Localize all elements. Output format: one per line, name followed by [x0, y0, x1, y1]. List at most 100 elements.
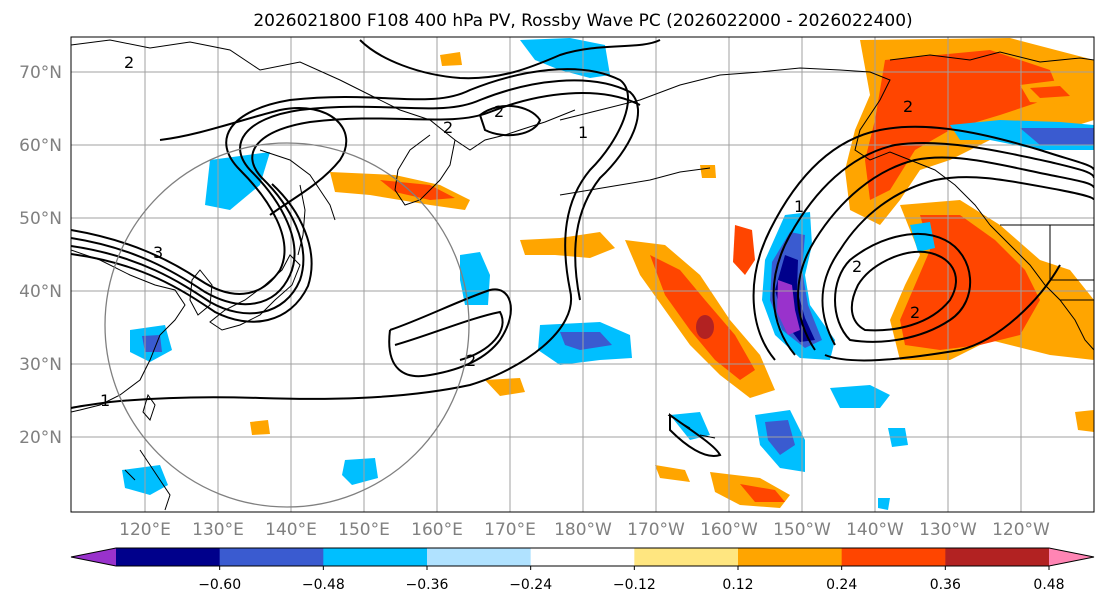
shade-strong-okhotsk: [380, 180, 455, 200]
colorbar-tick-label: 0.36: [930, 577, 961, 593]
lon-label: 140°E: [265, 520, 317, 540]
shade-negative-sub-b: [342, 458, 378, 485]
coast-taiwan: [142, 393, 156, 421]
coast-alaska: [559, 67, 991, 226]
coast-aleutians: [559, 167, 711, 196]
contour-label: 2: [494, 102, 504, 121]
shade-positive-subtropic-b: [655, 465, 690, 482]
lon-label: 120°E: [119, 520, 171, 540]
lon-label: 130°W: [919, 520, 977, 540]
lon-label: 160°E: [411, 520, 463, 540]
coast-okhotsk-west: [259, 149, 336, 221]
coast-asia-north: [71, 39, 576, 151]
contour-trough-2: [772, 141, 1094, 356]
lat-label: 70°N: [19, 63, 62, 83]
shade-negative-small-f: [878, 498, 890, 510]
colorbar-tick-label: −0.12: [613, 577, 656, 593]
colorbar-extend-low: [71, 548, 116, 566]
contour-label: 2: [852, 257, 862, 276]
colorbar-outline: [70, 547, 1095, 567]
lat-label: 60°N: [19, 136, 62, 156]
lon-label: 160°W: [700, 520, 758, 540]
colorbar-segment: [841, 548, 946, 566]
contour-line-1a: [71, 68, 630, 409]
colorbar-tick-label: −0.48: [302, 577, 345, 593]
shade-negative-sub-e: [670, 412, 710, 440]
lat-label: 20°N: [19, 428, 62, 448]
colorbar-tick-label: 0.24: [826, 577, 857, 593]
shade-positive-small-b: [440, 52, 462, 66]
contour-line-2c: [159, 107, 348, 216]
contour-line-2b: [71, 183, 313, 323]
colorbar-tick-label: −0.36: [406, 577, 449, 593]
longitude-axis: 120°E 130°E 140°E 150°E 160°E 170°E 180°…: [119, 520, 1050, 540]
shade-positive-midlat: [520, 232, 615, 258]
map-frame: [70, 36, 1095, 513]
contour-subtropic-loop: [669, 413, 722, 457]
colorbar-tick-label: −0.60: [198, 577, 241, 593]
contour-label: 1: [578, 123, 588, 142]
contour-lower-bend: [824, 264, 1061, 362]
colorbar-tick-label: 0.12: [722, 577, 753, 593]
colorbar: −0.60 −0.48 −0.36 −0.24 −0.12 0.12 0.24 0.36 0.4…: [70, 547, 1095, 593]
lon-label: 130°E: [192, 520, 244, 540]
colorbar-segments: [71, 548, 1094, 566]
colorbar-segment: [530, 548, 635, 566]
contour-label-group: 2 2 2 3 1 2 1 1 2 2 2: [100, 53, 920, 410]
contour-label: 2: [124, 53, 134, 72]
colorbar-segment: [116, 548, 221, 566]
shade-negative-bc: [910, 222, 935, 252]
shade-negative-china-core: [142, 335, 162, 352]
coastlines: [71, 39, 1094, 511]
shade-positive-subtropic-a: [485, 378, 525, 396]
contour-small-ridge: [478, 104, 542, 137]
contour-line-1b: [71, 79, 640, 306]
lat-label: 30°N: [19, 355, 62, 375]
lon-label: 170°E: [484, 520, 536, 540]
contour-trough-outer: [752, 125, 1094, 361]
contour-pacific-ridge: [388, 288, 512, 378]
lon-label: 180°W: [554, 520, 612, 540]
lon-label: 140°W: [846, 520, 904, 540]
shade-negative-trough-core: [777, 280, 800, 335]
colorbar-tick-label: 0.48: [1033, 577, 1064, 593]
contour-label: 2: [466, 351, 476, 370]
map-panel: 2 2 2 3 1 2 1 1 2 2 2: [70, 36, 1095, 513]
shade-negative-nwpac-core: [560, 332, 612, 350]
colorbar-segment: [219, 548, 324, 566]
contour-label: 2: [910, 303, 920, 322]
contour-label: 2: [903, 97, 913, 116]
shade-positive-small-a: [250, 420, 270, 435]
shade-strong-core: [696, 315, 714, 339]
shade-negative-alaska-east-core: [1020, 128, 1094, 145]
contour-trough-inner: [834, 232, 972, 343]
colorbar-segment: [738, 548, 843, 566]
shade-strong-subtropic-c: [740, 484, 785, 502]
pv-shading-layer: [122, 38, 1094, 510]
coast-canada-arctic: [889, 51, 1094, 63]
contour-label: 1: [100, 391, 110, 410]
colorbar-segment: [945, 548, 1050, 566]
coast-philippines: [124, 449, 171, 511]
coast-kamchatka: [394, 134, 456, 206]
colorbar-extend-high: [1049, 548, 1094, 566]
shade-strong-small-c: [1030, 86, 1070, 98]
contour-label: 1: [794, 197, 804, 216]
lon-label: 150°W: [773, 520, 831, 540]
shade-positive-small-d: [700, 165, 716, 178]
coast-north-america: [989, 224, 1094, 351]
contour-trough-3: [797, 156, 1094, 351]
contour-line-2a: [71, 92, 641, 315]
graticule: [71, 37, 1094, 512]
shade-positive-spot: [733, 225, 755, 275]
contour-label: 2: [443, 118, 453, 137]
shade-positive-hawaii: [1075, 410, 1094, 432]
coast-korea: [189, 269, 213, 316]
colorbar-segment: [427, 548, 532, 566]
radius-circle: [104, 142, 470, 508]
contour-trough-4: [821, 176, 1094, 346]
contour-trough-inner-2: [850, 250, 957, 332]
lon-label: 120°W: [992, 520, 1050, 540]
coast-sakhalin: [297, 184, 306, 256]
lat-label: 50°N: [19, 209, 62, 229]
